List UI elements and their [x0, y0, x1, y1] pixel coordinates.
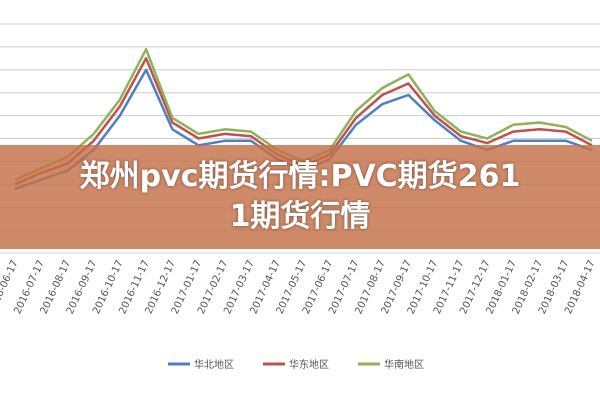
title-banner: 郑州pvc期货行情:PVC期货261 1期货行情 [0, 145, 600, 249]
legend-label: 华北地区 [194, 358, 234, 371]
legend-label: 华东地区 [289, 358, 329, 371]
banner-line: 1期货行情 [229, 199, 371, 234]
banner-line: 郑州pvc期货行情:PVC期货261 [79, 159, 521, 194]
legend-label: 华南地区 [384, 358, 424, 371]
